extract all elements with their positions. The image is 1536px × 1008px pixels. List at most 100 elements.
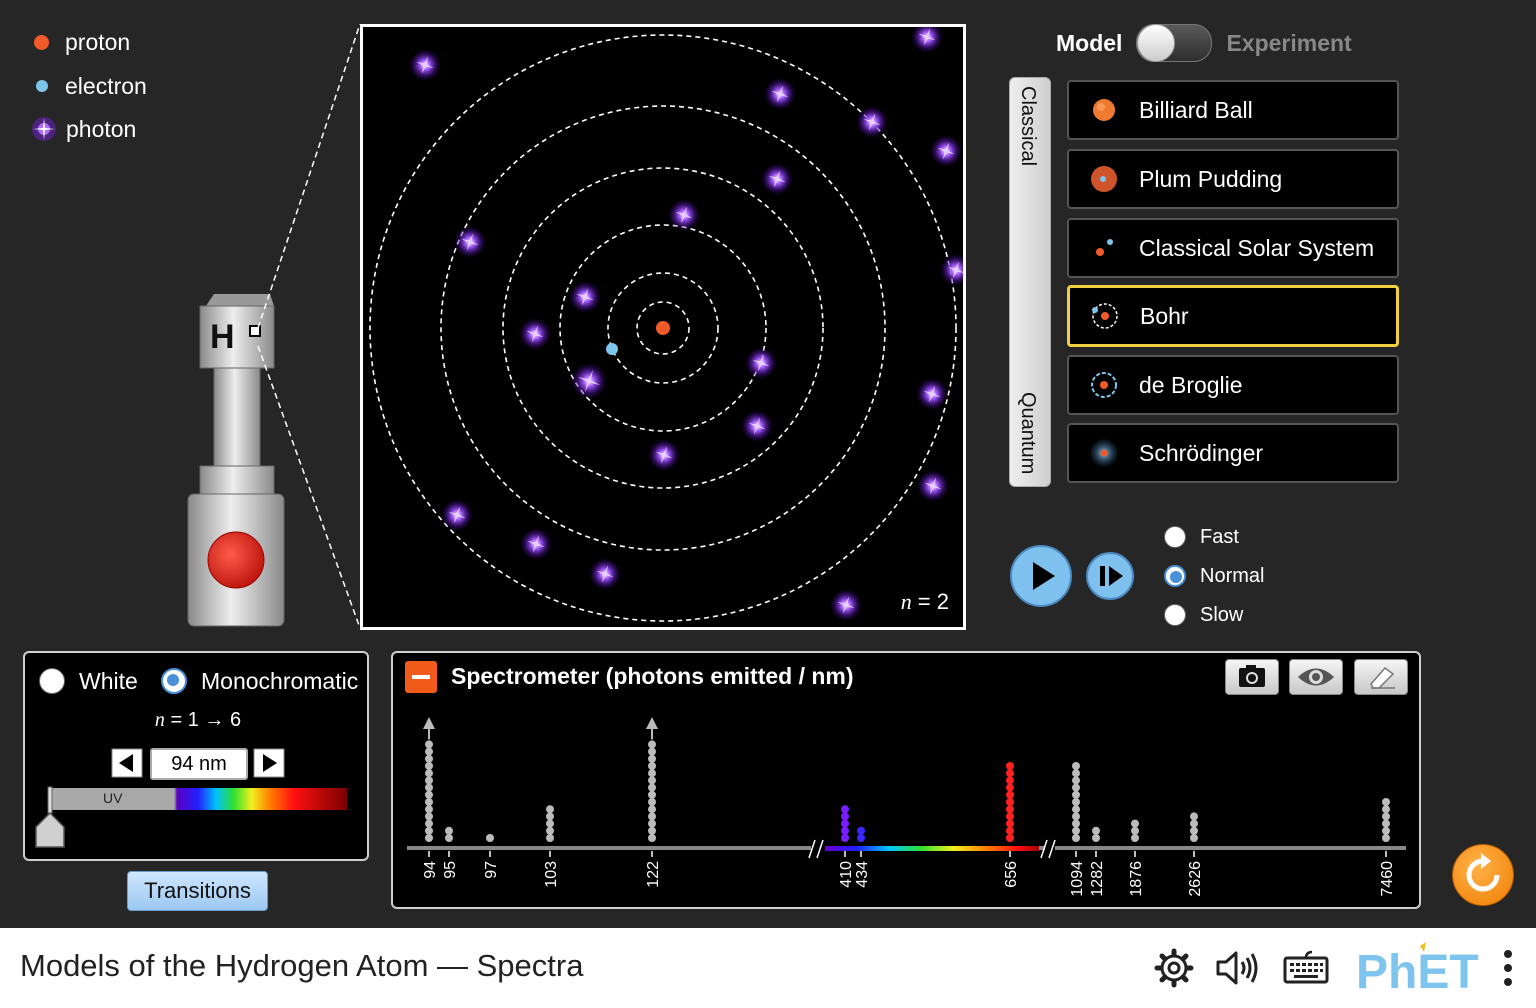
reset-icon [1466, 853, 1500, 892]
play-icon [1033, 562, 1055, 590]
wavelength-slider-thumb[interactable] [33, 785, 67, 851]
spectrometer-tick-label: 94 [422, 861, 439, 879]
gear-icon[interactable] [1154, 948, 1194, 988]
radio-white[interactable] [39, 668, 65, 694]
spectrometer-tick-label: 122 [645, 861, 662, 888]
spectral-line: 7460 [1379, 798, 1396, 897]
model-label: Model [1056, 29, 1123, 56]
transitions-button[interactable]: Transitions [127, 871, 268, 911]
step-button[interactable] [1085, 551, 1135, 601]
photon [520, 528, 552, 560]
photon [764, 78, 796, 110]
photon [940, 254, 963, 286]
orbit-ring [607, 272, 719, 384]
billiard-ball-icon [1093, 99, 1115, 121]
photon [668, 199, 700, 231]
wavelength-increase-button[interactable] [253, 748, 285, 778]
switch-knob[interactable] [1137, 24, 1176, 62]
photon [519, 318, 551, 350]
photon [911, 27, 943, 53]
model-experiment-switch[interactable] [1136, 24, 1213, 62]
photon [856, 106, 888, 138]
model-button-plum-pudding[interactable]: Plum Pudding [1067, 149, 1399, 209]
light-gun[interactable]: H [186, 294, 286, 629]
view-snapshots-button[interactable] [1289, 659, 1343, 695]
spectral-line: 97 [483, 834, 500, 879]
collapse-spectrometer-button[interactable] [405, 661, 437, 693]
spectrometer-tick-label: 656 [1003, 861, 1020, 888]
experiment-label: Experiment [1226, 29, 1352, 56]
minus-icon [412, 675, 430, 679]
bohr-icon [1092, 303, 1118, 329]
keyboard-icon[interactable] [1282, 950, 1330, 986]
photon [917, 470, 949, 502]
spectrometer-tick-label: 410 [838, 861, 855, 888]
photon [930, 135, 962, 167]
uv-label: UV [103, 790, 123, 806]
wavelength-decrease-button[interactable] [111, 748, 143, 778]
spectrometer-tick-label: 1876 [1128, 861, 1145, 897]
white-label: White [79, 667, 138, 694]
spectrometer-chart: 94 95 97 103 122 410 434 656 1094 1282 1876 2626 746… [407, 717, 1406, 897]
speed-option-fast[interactable]: Fast [1164, 523, 1239, 551]
spectrometer-tick-label: 434 [854, 861, 871, 888]
white-light-option[interactable]: White [39, 667, 138, 695]
play-button[interactable] [1009, 544, 1073, 608]
spectral-line: 1094 [1069, 762, 1086, 897]
photon [454, 226, 486, 258]
arrow-right-icon [263, 754, 277, 772]
zoom-lines [257, 24, 361, 629]
electron-icon [36, 80, 48, 92]
speed-label-fast: Fast [1200, 525, 1239, 548]
radio-normal[interactable] [1164, 565, 1186, 587]
electron [606, 343, 618, 355]
light-source-panel: White Monochromatic n = 1 → 6 94 nm UV [23, 651, 369, 861]
orbit-ring [559, 224, 767, 432]
transition-label: n = 1 → 6 [25, 709, 371, 732]
sound-icon[interactable] [1214, 948, 1262, 988]
photon [409, 49, 441, 81]
orbit-ring [636, 301, 690, 355]
photon-icon [32, 117, 56, 141]
spectral-line: 122 [645, 717, 662, 888]
step-icon [1109, 566, 1123, 586]
model-button-de-broglie[interactable]: de Broglie [1067, 355, 1399, 415]
classical-quantum-bar: Classical Quantum [1009, 77, 1051, 487]
monochromatic-option[interactable]: Monochromatic [161, 667, 358, 695]
radio-monochromatic[interactable] [161, 668, 187, 694]
snapshot-button[interactable] [1225, 659, 1279, 695]
model-experiment-toggle-row: Model Experiment [1056, 24, 1352, 62]
spectral-line: 410 [838, 805, 855, 888]
phet-logo[interactable]: PhET [1356, 942, 1488, 994]
spectrometer-tick-label: 103 [543, 861, 560, 888]
orbit-state-label: n = 2 [901, 589, 949, 615]
photon [648, 439, 680, 471]
reset-all-button[interactable] [1452, 844, 1514, 906]
proton-icon [34, 34, 49, 50]
orbit-ring [369, 34, 957, 622]
orbit-ring [502, 167, 824, 489]
radio-slow[interactable] [1164, 604, 1186, 626]
atom-view: n = 2 [360, 24, 966, 630]
model-button-billiard-ball[interactable]: Billiard Ball [1067, 80, 1399, 140]
model-button-bohr[interactable]: Bohr [1067, 285, 1399, 347]
model-button-schrodinger[interactable]: Schrödinger [1067, 423, 1399, 483]
legend-electron: electron [30, 71, 147, 101]
options-menu-icon[interactable] [1500, 948, 1516, 988]
model-button-classical-solar-system[interactable]: Classical Solar System [1067, 218, 1399, 278]
gun-element-label: H [210, 318, 235, 356]
erase-spectrometer-button[interactable] [1354, 659, 1408, 695]
eraser-icon [1370, 666, 1395, 689]
radio-fast[interactable] [1164, 526, 1186, 548]
wavelength-value: 94 nm [171, 752, 227, 775]
model-label-billiard-ball: Billiard Ball [1139, 96, 1253, 123]
photon [741, 410, 773, 442]
speed-option-slow[interactable]: Slow [1164, 601, 1243, 629]
spectral-line: 94 [422, 717, 439, 879]
n-value: = 2 [911, 589, 949, 614]
speed-option-normal[interactable]: Normal [1164, 562, 1264, 590]
wavelength-slider-track[interactable]: UV [49, 788, 347, 810]
plum-pudding-icon [1091, 166, 1117, 192]
transition-n-symbol: n [154, 709, 165, 731]
navigation-bar: Models of the Hydrogen Atom — Spectra Ph… [0, 928, 1536, 1008]
